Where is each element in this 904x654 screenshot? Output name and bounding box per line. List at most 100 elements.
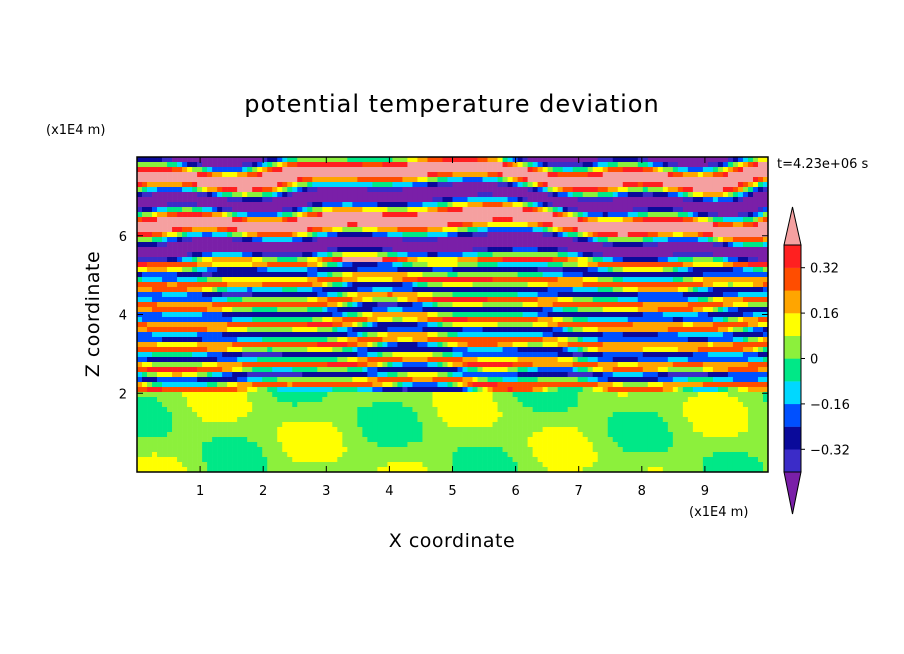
field-cell (207, 157, 213, 163)
field-cell (467, 167, 473, 173)
field-cell (667, 327, 674, 333)
field-cell (662, 302, 669, 308)
field-cell (477, 177, 483, 183)
field-cell (567, 207, 573, 213)
field-cell (732, 227, 739, 233)
field-cell (427, 282, 433, 288)
field-cell (387, 237, 393, 243)
field-cell (157, 347, 163, 353)
field-cell (622, 237, 629, 243)
field-cell (192, 212, 198, 218)
field-cell (292, 317, 298, 323)
field-cell (762, 252, 768, 258)
field-cell (402, 247, 408, 253)
field-cell (512, 347, 518, 353)
field-cell (202, 282, 208, 288)
field-cell (747, 222, 754, 228)
field-cell (197, 197, 203, 203)
field-cell (282, 352, 288, 358)
field-cell (622, 187, 629, 193)
field-cell (442, 222, 448, 228)
field-cell (732, 232, 739, 238)
field-cell (307, 217, 313, 223)
field-cell (502, 292, 508, 298)
field-cell (702, 332, 709, 338)
field-cell (617, 262, 624, 268)
field-cell (502, 257, 508, 263)
field-cell (327, 262, 333, 268)
field-cell (382, 237, 388, 243)
field-cell (282, 337, 288, 343)
field-cell (347, 282, 353, 288)
field-cell (312, 297, 318, 303)
field-cell (572, 167, 578, 173)
field-cell (162, 187, 168, 193)
field-cell (437, 237, 443, 243)
field-cell (487, 332, 493, 338)
field-cell (552, 337, 558, 343)
field-cell (632, 217, 639, 223)
field-cell (712, 157, 719, 163)
field-cell (682, 207, 689, 213)
field-cell (602, 232, 609, 238)
field-cell (312, 352, 318, 358)
field-cell (462, 157, 468, 163)
field-cell (397, 247, 403, 253)
field-cell (297, 247, 303, 253)
field-cell (207, 332, 213, 338)
field-cell (322, 347, 328, 353)
field-cell (462, 177, 468, 183)
field-cell (367, 232, 373, 238)
field-cell (422, 302, 428, 308)
field-cell (542, 247, 548, 253)
field-cell (332, 232, 338, 238)
field-cell (497, 297, 503, 303)
field-cell (557, 337, 563, 343)
field-cell (627, 222, 634, 228)
field-cell (717, 247, 724, 253)
field-cell (642, 307, 649, 313)
field-cell (712, 292, 719, 298)
field-cell (397, 292, 403, 298)
field-cell (197, 337, 203, 343)
field-cell (687, 162, 694, 168)
field-cell (297, 287, 303, 293)
field-cell (517, 277, 523, 283)
field-cell (642, 282, 649, 288)
field-cell (702, 247, 709, 253)
field-cell (257, 207, 263, 213)
field-cell (272, 237, 278, 243)
field-cell (412, 242, 418, 248)
field-cell (287, 217, 293, 223)
field-cell (282, 347, 288, 353)
field-cell (227, 177, 233, 183)
field-cell (432, 272, 438, 278)
field-cell (662, 262, 669, 268)
field-cell (592, 212, 599, 218)
field-cell (612, 267, 619, 273)
field-cell (502, 297, 508, 303)
field-cell (712, 337, 719, 343)
field-cell (507, 247, 513, 253)
field-cell (162, 182, 168, 188)
field-cell (427, 262, 433, 268)
field-cell (157, 197, 163, 203)
field-cell (642, 177, 649, 183)
field-cell (687, 202, 694, 208)
field-cell (377, 257, 383, 263)
field-cell (407, 212, 413, 218)
field-cell (597, 327, 604, 333)
field-cell (372, 352, 378, 358)
field-cell (482, 232, 488, 238)
field-cell (457, 327, 463, 333)
field-cell (397, 207, 403, 213)
field-cell (682, 197, 689, 203)
field-cell (642, 217, 649, 223)
field-cell (527, 297, 533, 303)
field-cell (222, 172, 228, 178)
field-cell (407, 172, 413, 178)
field-cell (237, 247, 243, 253)
field-cell (307, 272, 313, 278)
field-cell (482, 352, 488, 358)
field-cell (357, 337, 363, 343)
